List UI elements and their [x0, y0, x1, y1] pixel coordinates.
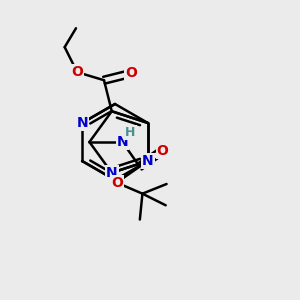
Text: O: O [125, 66, 137, 80]
Text: N: N [106, 166, 118, 180]
Text: N: N [142, 154, 154, 168]
Text: N: N [117, 135, 128, 149]
Text: N: N [76, 116, 88, 130]
Text: O: O [111, 176, 123, 190]
Text: O: O [157, 143, 169, 158]
Text: O: O [71, 65, 83, 79]
Text: H: H [125, 125, 136, 139]
